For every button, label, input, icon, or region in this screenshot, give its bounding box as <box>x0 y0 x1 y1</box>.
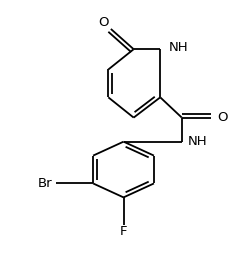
Text: Br: Br <box>38 177 53 190</box>
Text: F: F <box>120 225 127 238</box>
Text: O: O <box>217 111 228 124</box>
Text: NH: NH <box>169 42 189 54</box>
Text: NH: NH <box>188 135 208 148</box>
Text: O: O <box>98 16 108 29</box>
